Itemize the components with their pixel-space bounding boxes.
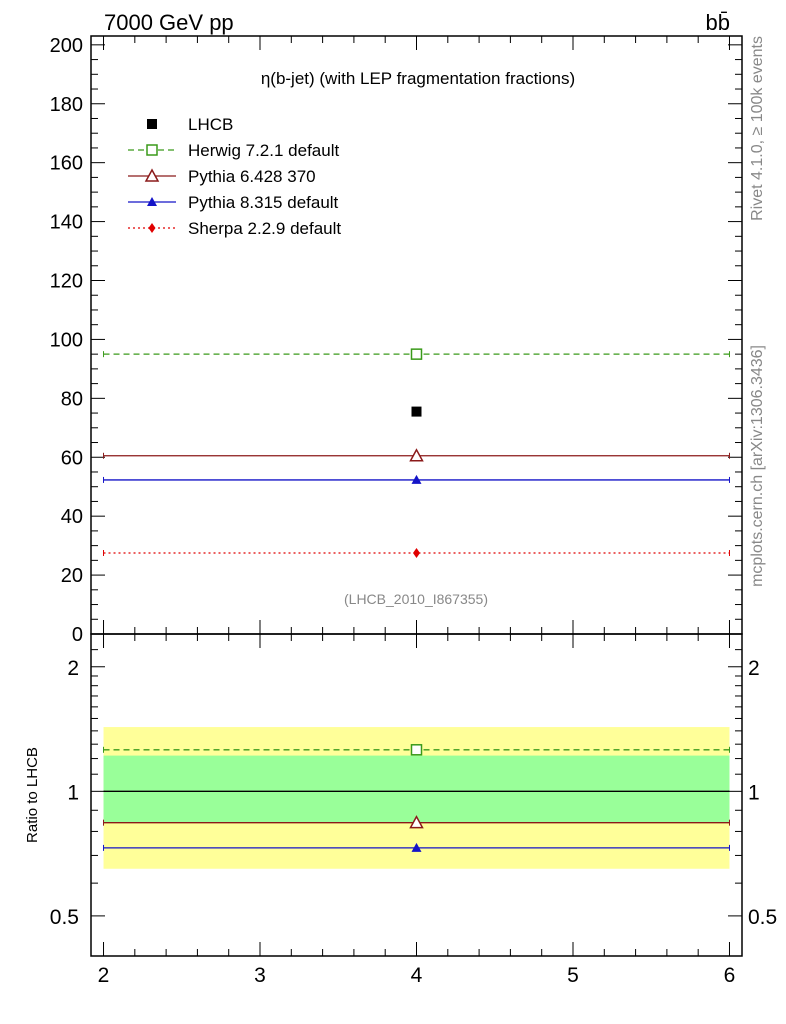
header-right-label: bb̄ [706, 10, 730, 35]
legend-label-sherpa-2-2-9-default: Sherpa 2.2.9 default [188, 219, 341, 238]
main-ytick-label: 20 [61, 565, 83, 587]
series-point-pythia-8-315-default [411, 474, 422, 484]
series-point-sherpa-2-2-9-default [413, 547, 420, 558]
ratio-ytick-label: 1 [67, 781, 79, 804]
series-point-pythia-6-428-370 [409, 448, 424, 462]
mcplots-label: mcplots.cern.ch [arXiv:1306.3436] [749, 345, 766, 587]
legend-label-pythia-6-428-370: Pythia 6.428 370 [188, 167, 316, 186]
ratio-axis-label: Ratio to LHCB [24, 747, 41, 843]
ratio-ytick-label: 0.5 [50, 906, 79, 929]
rivet-label: Rivet 4.1.0, ≥ 100k events [749, 36, 766, 221]
main-ytick-label: 60 [61, 447, 83, 469]
main-title: η(b-jet) (with LEP fragmentation fractio… [261, 69, 575, 88]
ratio-ytick-label-right: 2 [748, 657, 760, 680]
ratio-point-pythia-6-428-370 [409, 815, 424, 829]
main-ytick-label: 180 [50, 94, 83, 116]
ratio-band-stat-uncertainty [103, 755, 730, 823]
main-ytick-label: 140 [50, 212, 83, 234]
legend-marker-pythia-6-428-370 [144, 168, 160, 182]
legend-marker-sherpa-2-2-9-default [148, 223, 156, 233]
ratio-panel: 0.5 0.5 1 1 2 2 2 3 4 5 6 Ratio to LHCB [24, 633, 777, 987]
legend-marker-pythia-8-315-default [147, 197, 157, 206]
legend-marker-herwig-7-2-1-default [146, 144, 158, 156]
ratio-xtick-label: 6 [724, 964, 736, 987]
main-ytick-label: 160 [50, 153, 83, 175]
ratio-ytick-label-right: 0.5 [748, 906, 777, 929]
ratio-point-herwig-7-2-1-default [410, 744, 423, 756]
main-ytick-label: 80 [61, 388, 83, 410]
ratio-frame [90, 633, 743, 957]
main-ytick-label: 200 [50, 35, 83, 57]
main-ytick-label: 0 [72, 624, 83, 646]
ratio-xtick-label: 5 [567, 964, 579, 987]
legend-label-herwig-7-2-1-default: Herwig 7.2.1 default [188, 141, 339, 160]
main-ytick-label: 120 [50, 271, 83, 293]
legend-label-lhcb: LHCB [188, 115, 233, 134]
series-point-lhcb [411, 406, 422, 417]
main-ytick-label: 40 [61, 506, 83, 528]
legend-label-pythia-8-315-default: Pythia 8.315 default [188, 193, 339, 212]
main-panel: η(b-jet) (with LEP fragmentation fractio… [50, 35, 743, 646]
series-point-herwig-7-2-1-default [410, 348, 423, 360]
header-left-label: 7000 GeV pp [104, 10, 234, 35]
main-ytick-label: 100 [50, 329, 83, 351]
ratio-xtick-label: 3 [254, 964, 266, 987]
ratio-point-pythia-8-315-default [411, 842, 422, 852]
analysis-watermark: (LHCB_2010_I867355) [344, 591, 488, 607]
ratio-ytick-label-right: 1 [748, 781, 760, 804]
ratio-xtick-label: 4 [411, 964, 423, 987]
legend-marker-lhcb [147, 119, 157, 129]
ratio-ytick-label: 2 [67, 657, 79, 680]
ratio-xtick-label: 2 [98, 964, 110, 987]
legend: LHCB Herwig 7.2.1 default Pythia 6.428 370… [128, 115, 341, 238]
